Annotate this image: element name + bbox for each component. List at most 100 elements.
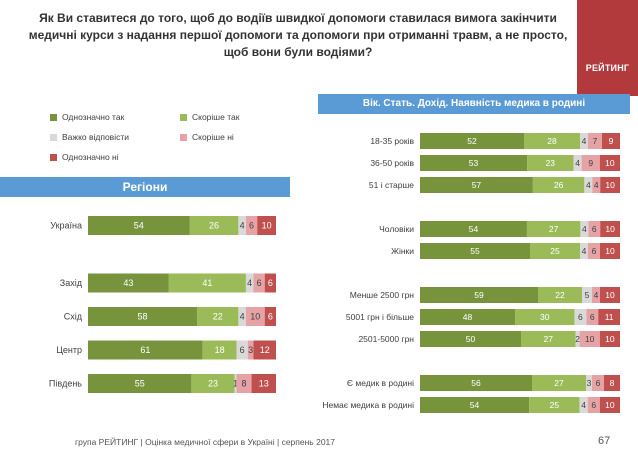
- category-label: 5001 грн і більше: [346, 312, 414, 322]
- data-label: 4: [575, 158, 580, 168]
- bar-segment: [600, 243, 620, 259]
- data-label: 58: [138, 312, 148, 322]
- bar-segment: [253, 273, 265, 293]
- bar-segment: [245, 216, 258, 235]
- data-label: 3: [587, 378, 592, 388]
- data-label: 57: [472, 180, 482, 190]
- bar-segment: [599, 155, 620, 171]
- bar-segment: [580, 221, 589, 237]
- regions-banner: Регіони: [0, 177, 290, 197]
- legend-label: Важко відповісти: [62, 132, 129, 142]
- data-label: 55: [470, 246, 480, 256]
- bar-row: Є медик в родині 56 27 3 6 8: [347, 375, 620, 391]
- bar-segment: [202, 340, 237, 360]
- data-label: 6: [240, 345, 245, 355]
- bar-segment: [527, 155, 574, 171]
- bar-segment: [532, 177, 585, 193]
- demographics-chart: 18-35 років 52 28 4 7 936-50 років 53 23 4 9 1051 …: [322, 133, 620, 413]
- legend-item: Важко відповісти: [50, 132, 129, 142]
- data-label: 9: [588, 158, 593, 168]
- data-label: 52: [467, 136, 477, 146]
- category-label: Захід: [60, 278, 83, 288]
- category-label: Менше 2500 грн: [350, 290, 415, 300]
- data-label: 54: [134, 221, 144, 231]
- data-label: 18: [215, 345, 225, 355]
- bar-segment: [88, 340, 203, 360]
- data-label: 26: [554, 180, 564, 190]
- bar-row: Немає медика в родині 54 25 4 6 10: [322, 397, 620, 413]
- data-label: 56: [471, 378, 481, 388]
- data-label: 6: [592, 224, 597, 234]
- demographics-banner: Вік. Стать. Дохід. Наявність медика в ро…: [318, 94, 630, 114]
- category-label: 18-35 років: [370, 136, 414, 146]
- data-label: 10: [250, 312, 260, 322]
- bar-segment: [420, 155, 528, 171]
- chart-legend: Однозначно так Скоріше так Важко відпові…: [40, 108, 290, 178]
- legend-swatch: [50, 113, 57, 121]
- bar-segment: [168, 273, 246, 293]
- data-label: 27: [554, 378, 564, 388]
- bar-row: 51 і старше 57 26 4 4 10: [369, 177, 620, 193]
- bar-segment: [197, 307, 239, 326]
- page-title: Як Ви ставитеся до того, щоб до водіїв ш…: [28, 11, 568, 59]
- data-label: 22: [555, 290, 565, 300]
- data-label: 27: [544, 334, 554, 344]
- data-label: 6: [268, 312, 273, 322]
- data-label: 9: [609, 136, 614, 146]
- category-label: 2501-5000 грн: [358, 334, 414, 344]
- bar-segment: [88, 374, 192, 393]
- bar-segment: [580, 133, 588, 149]
- bar-segment: [598, 309, 620, 325]
- data-label: 8: [610, 378, 615, 388]
- bar-segment: [264, 307, 276, 326]
- bar-segment: [420, 331, 522, 347]
- data-label: 6: [591, 400, 596, 410]
- bar-segment: [574, 309, 587, 325]
- bar-segment: [575, 331, 580, 347]
- category-label: Є медик в родині: [347, 378, 414, 388]
- bar-segment: [236, 340, 248, 360]
- data-label: 10: [605, 180, 615, 190]
- bar-segment: [264, 273, 276, 293]
- bar-segment: [532, 375, 586, 391]
- logo-text: РЕЙТИНГ: [585, 63, 630, 73]
- bar-segment: [88, 273, 169, 293]
- bar-segment: [257, 216, 276, 235]
- bar-segment: [245, 273, 254, 293]
- data-label: 4: [594, 290, 599, 300]
- rating-logo: РЕЙТИНГ: [577, 0, 638, 96]
- data-label: 6: [257, 278, 262, 288]
- bar-segment: [420, 221, 527, 237]
- bar-segment: [579, 397, 588, 413]
- data-label: 6: [592, 246, 597, 256]
- bar-row: Менше 2500 грн 59 22 5 4 10: [350, 287, 620, 303]
- bar-segment: [538, 287, 582, 303]
- data-label: 25: [550, 400, 560, 410]
- bar-segment: [238, 216, 246, 235]
- data-label: 10: [605, 224, 615, 234]
- bar-segment: [420, 397, 530, 413]
- bar-row: 18-35 років 52 28 4 7 9: [370, 133, 620, 149]
- bar-segment: [236, 374, 252, 393]
- legend-item: Однозначно ні: [50, 152, 119, 162]
- data-label: 4: [240, 312, 245, 322]
- data-label: 22: [213, 312, 223, 322]
- data-label: 10: [585, 334, 595, 344]
- category-label: Чоловіки: [379, 224, 414, 234]
- data-label: 11: [605, 312, 614, 322]
- bar-segment: [88, 307, 198, 326]
- data-label: 43: [123, 278, 133, 288]
- category-label: Схід: [64, 312, 83, 322]
- bar-segment: [515, 309, 575, 325]
- bar-segment: [600, 287, 620, 303]
- bar-segment: [247, 340, 254, 360]
- data-label: 6: [596, 378, 601, 388]
- bar-segment: [588, 133, 602, 149]
- legend-label: Однозначно ні: [62, 152, 119, 162]
- bar-segment: [191, 374, 235, 393]
- bar-segment: [420, 243, 530, 259]
- data-label: 48: [463, 312, 473, 322]
- bar-row: Чоловіки 54 27 4 6 10: [379, 221, 620, 237]
- legend-swatch: [180, 133, 187, 141]
